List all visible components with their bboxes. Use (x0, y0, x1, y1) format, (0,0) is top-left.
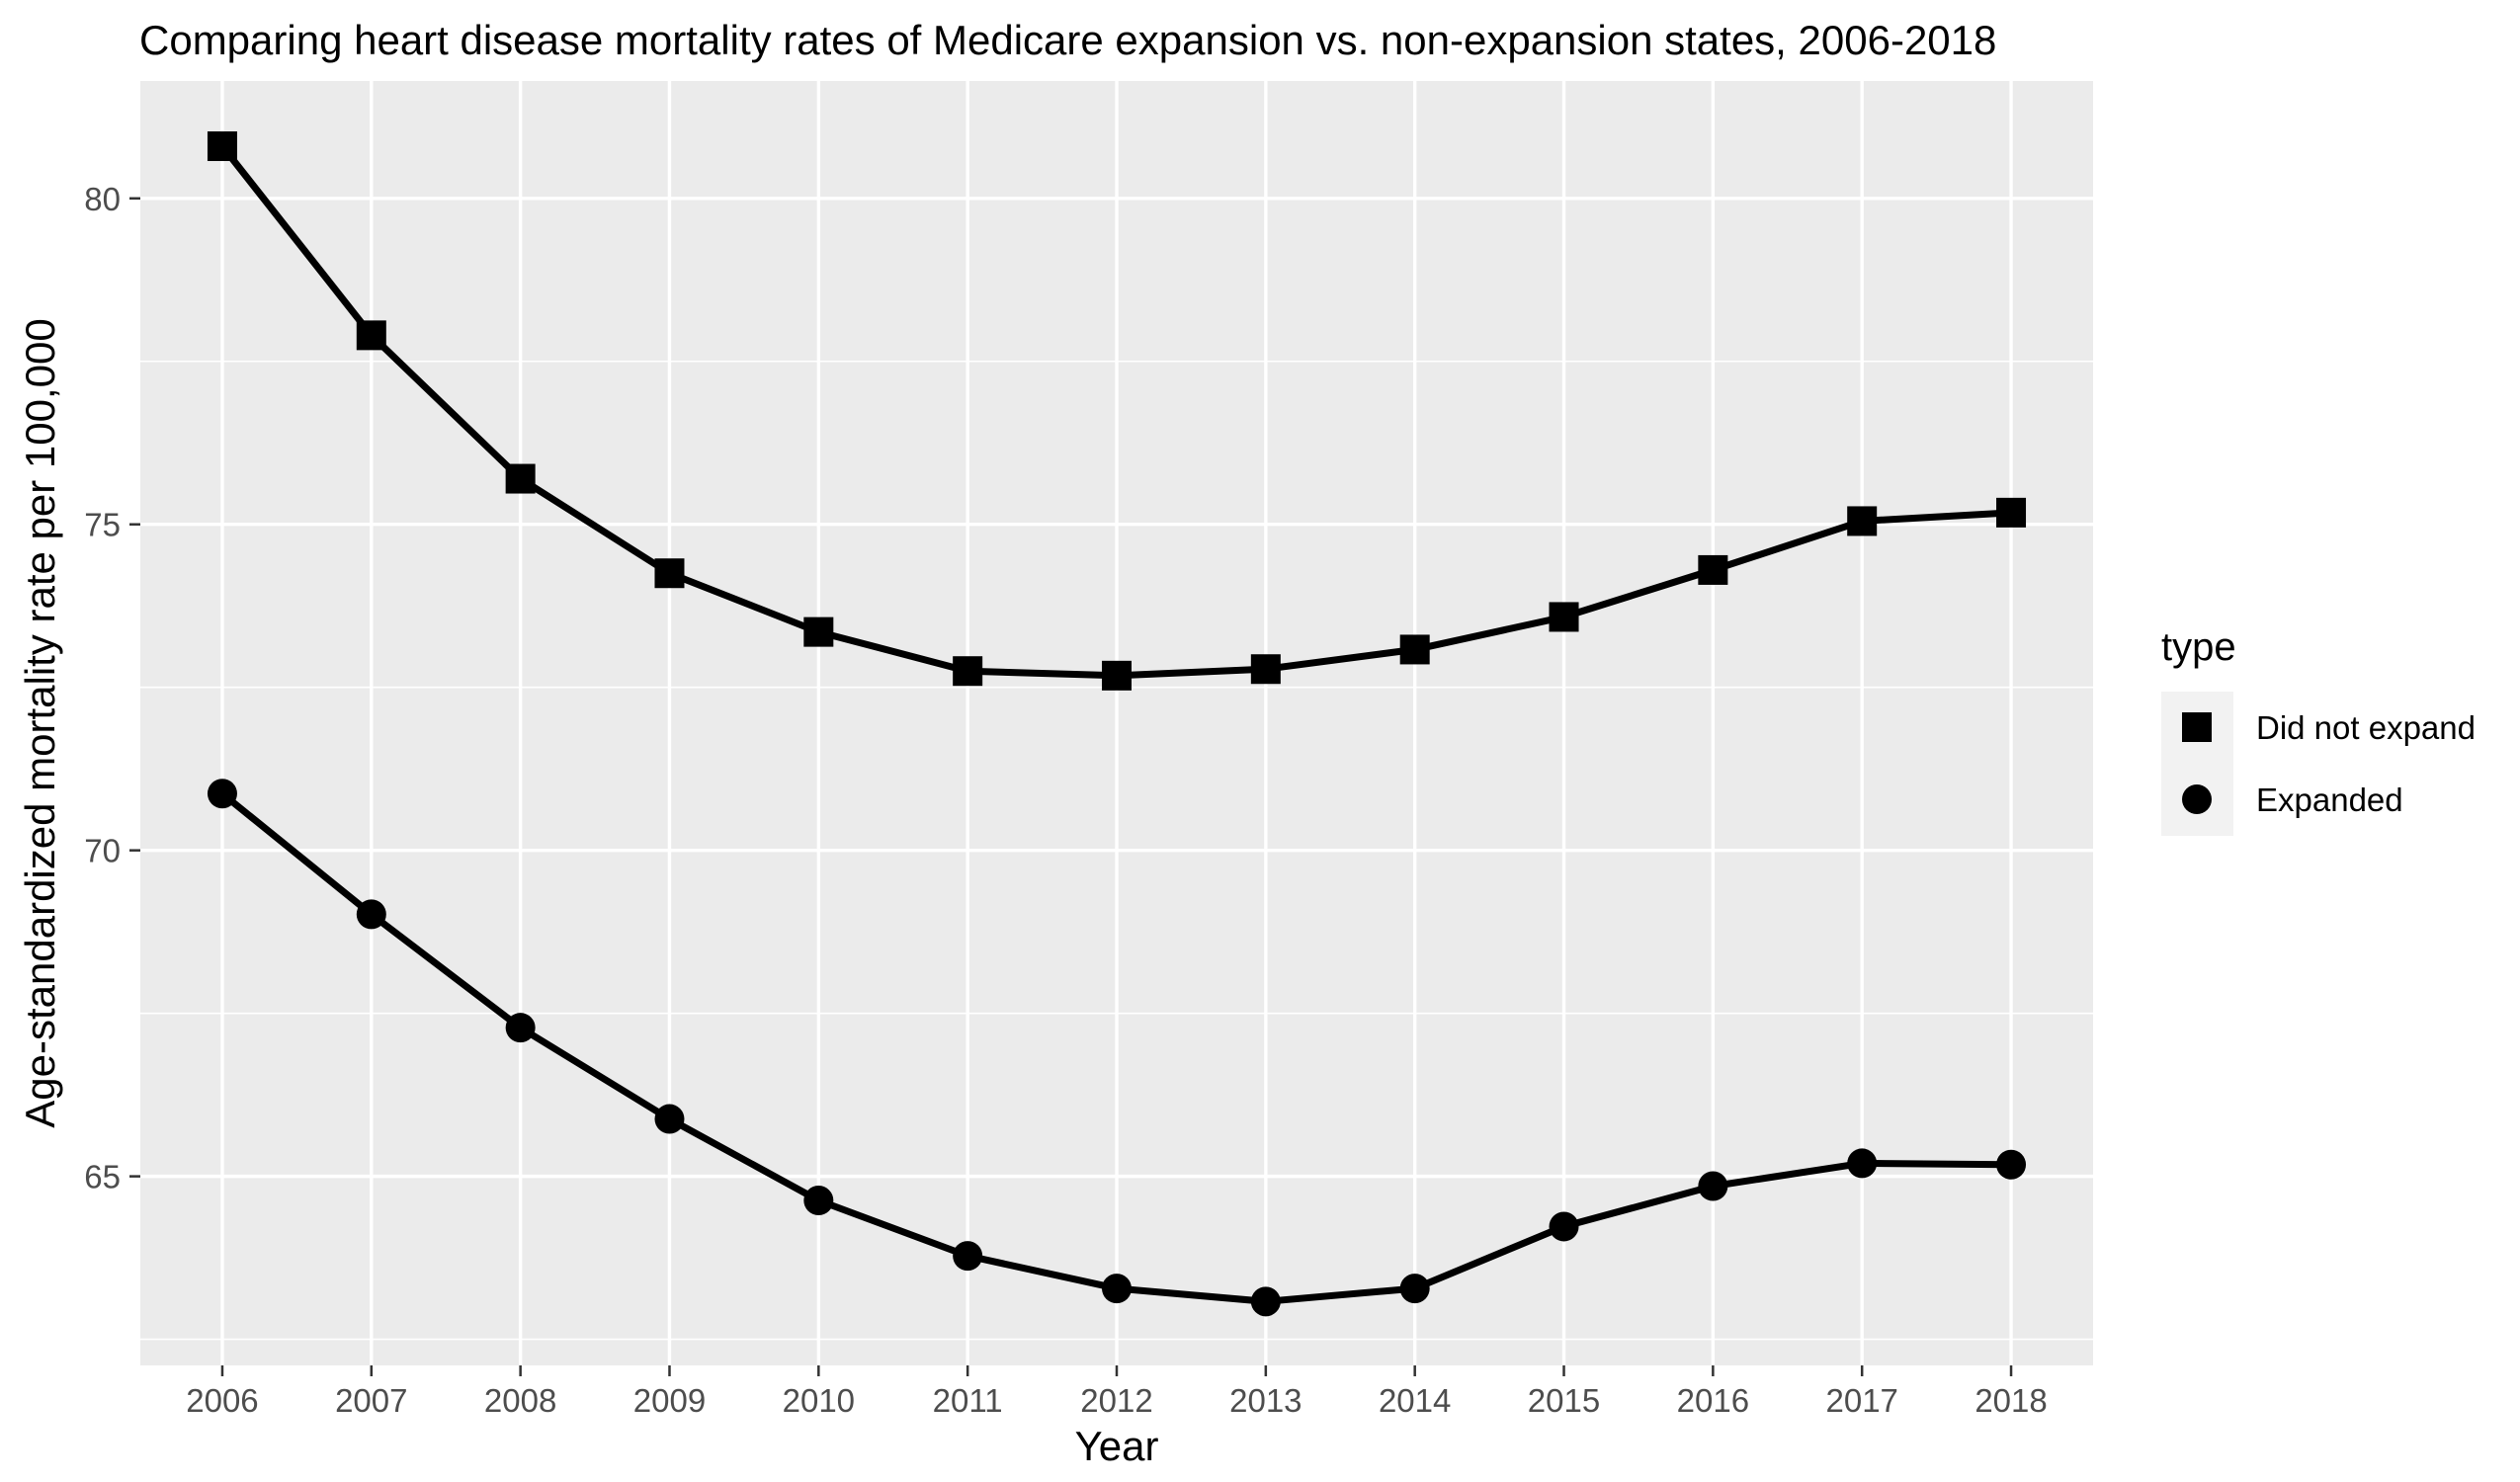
data-point-did-not-expand (1102, 660, 1132, 691)
data-point-did-not-expand (1698, 554, 1728, 585)
x-tick-label: 2011 (933, 1382, 1003, 1419)
data-point-did-not-expand (1250, 654, 1281, 685)
x-tick-label: 2009 (633, 1382, 706, 1419)
data-point-did-not-expand (1996, 497, 2027, 528)
legend-key-did-not-expand (2182, 712, 2212, 742)
data-point-did-not-expand (207, 130, 237, 161)
data-point-expanded (1102, 1274, 1132, 1304)
x-axis-title: Year (1075, 1423, 1159, 1469)
series-layer (207, 130, 2027, 1317)
data-point-expanded (1698, 1171, 1728, 1201)
legend-key-expanded (2182, 784, 2212, 814)
x-tick-label: 2012 (1080, 1382, 1152, 1419)
data-point-expanded (505, 1013, 536, 1043)
data-point-expanded (803, 1186, 834, 1216)
data-point-did-not-expand (505, 463, 536, 494)
x-tick-label: 2007 (335, 1382, 407, 1419)
y-tick-label: 65 (84, 1159, 121, 1195)
data-point-expanded (953, 1241, 983, 1272)
data-point-expanded (1250, 1286, 1281, 1317)
data-point-did-not-expand (1399, 634, 1430, 665)
x-tick-label: 2010 (783, 1382, 855, 1419)
data-point-expanded (1549, 1211, 1579, 1242)
x-tick-label: 2008 (484, 1382, 556, 1419)
x-tick-label: 2015 (1528, 1382, 1600, 1419)
y-axis: 65 70 75 80 (84, 181, 140, 1195)
x-tick-label: 2016 (1677, 1382, 1749, 1419)
data-point-expanded (1996, 1149, 2027, 1180)
x-axis: 2006 2007 2008 2009 2010 2011 2012 2013 2014 2015… (186, 1365, 2048, 1419)
data-point-expanded (654, 1104, 685, 1134)
data-point-expanded (207, 779, 237, 809)
legend-title: type (2161, 625, 2236, 669)
chart-title: Comparing heart disease mortality rates … (139, 17, 1996, 63)
legend: type Did not expand Expanded (2161, 625, 2476, 836)
data-point-did-not-expand (1847, 506, 1878, 536)
legend-label-did-not-expand: Did not expand (2256, 709, 2476, 746)
y-tick-label: 80 (84, 181, 121, 217)
data-point-did-not-expand (803, 617, 834, 647)
data-point-did-not-expand (654, 558, 685, 589)
data-point-expanded (1399, 1274, 1430, 1304)
x-tick-label: 2006 (186, 1382, 258, 1419)
x-tick-label: 2018 (1974, 1382, 2047, 1419)
x-tick-label: 2017 (1825, 1382, 1897, 1419)
data-point-did-not-expand (356, 320, 386, 351)
y-tick-label: 70 (84, 833, 121, 869)
data-point-expanded (1847, 1148, 1878, 1179)
data-point-did-not-expand (953, 656, 983, 687)
y-tick-label: 75 (84, 507, 121, 543)
y-axis-title: Age-standardized mortality rate per 100,… (17, 318, 63, 1127)
data-point-did-not-expand (1549, 602, 1579, 632)
x-tick-label: 2014 (1379, 1382, 1451, 1419)
legend-label-expanded: Expanded (2256, 782, 2403, 818)
data-point-expanded (356, 899, 386, 930)
x-tick-label: 2013 (1229, 1382, 1302, 1419)
